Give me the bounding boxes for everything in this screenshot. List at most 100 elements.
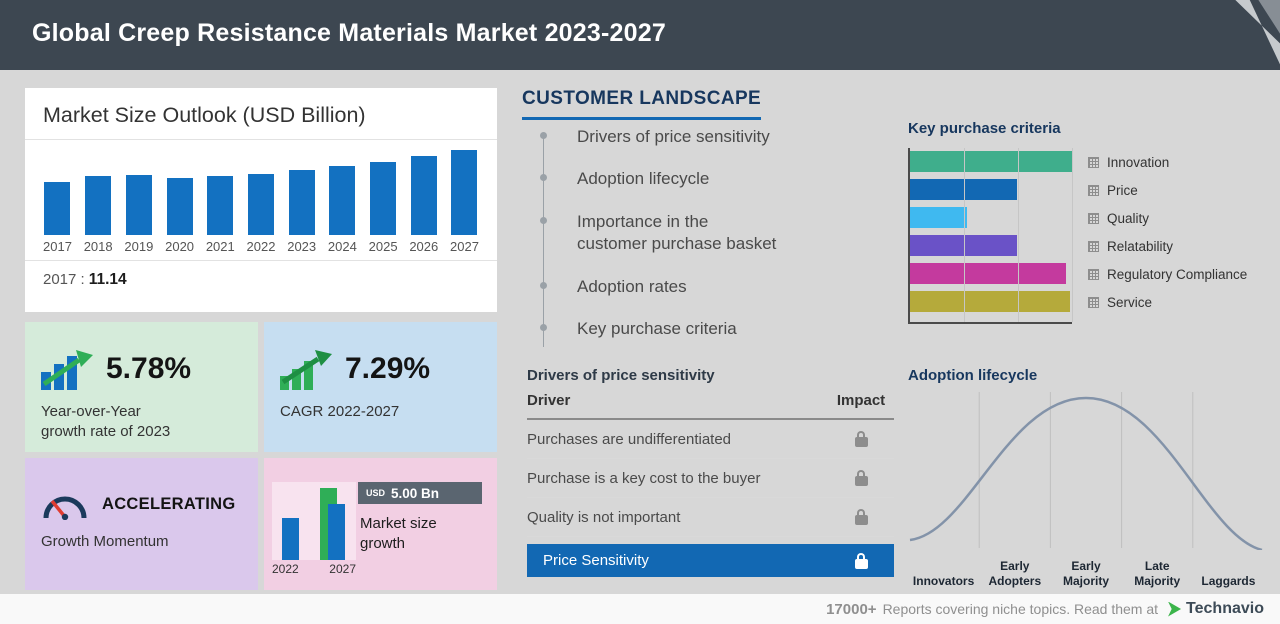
market-bar-year-label: 2017 bbox=[43, 239, 72, 254]
legend-label: Quality bbox=[1107, 210, 1150, 226]
stage-label: Early Majority bbox=[1063, 559, 1110, 588]
impact-column-header: Impact bbox=[836, 392, 886, 409]
table-header-row: Driver Impact bbox=[527, 392, 894, 420]
market-bar-year-label: 2027 bbox=[450, 239, 479, 254]
driver-label: Purchases are undifferentiated bbox=[527, 430, 732, 448]
landscape-item: Drivers of price sensitivity bbox=[540, 126, 780, 148]
landscape-item-label: Key purchase criteria bbox=[577, 319, 737, 339]
base-year-label: 2017 : bbox=[43, 271, 85, 288]
market-bar bbox=[247, 174, 274, 235]
landscape-item: Adoption rates bbox=[540, 276, 780, 298]
market-bar bbox=[44, 182, 71, 235]
grid-icon bbox=[1088, 156, 1099, 168]
gridline bbox=[963, 148, 965, 322]
footer-bar: 17000+ Reports covering niche topics. Re… bbox=[0, 594, 1280, 624]
price-sensitivity-title: Drivers of price sensitivity bbox=[527, 367, 715, 384]
market-bar-year-label: 2024 bbox=[327, 239, 357, 254]
legend-label: Innovation bbox=[1107, 154, 1170, 170]
header-bar: Global Creep Resistance Materials Market… bbox=[0, 0, 1280, 70]
base-year-number: 11.14 bbox=[88, 271, 127, 288]
market-bar bbox=[329, 166, 356, 235]
market-bar bbox=[125, 175, 152, 235]
impact-cell bbox=[828, 431, 894, 447]
legend-item: Price bbox=[1088, 176, 1268, 204]
growth-bar-2022 bbox=[282, 518, 299, 560]
driver-column-header: Driver bbox=[527, 392, 571, 409]
market-bar-year-label: 2020 bbox=[165, 239, 195, 254]
key-purchase-bar bbox=[910, 263, 1066, 284]
market-bar bbox=[370, 162, 397, 235]
stage-label: Innovators bbox=[912, 573, 975, 588]
key-purchase-title: Key purchase criteria bbox=[908, 120, 1061, 137]
customer-landscape-list: Drivers of price sensitivity Adoption lif… bbox=[540, 126, 780, 361]
market-bar bbox=[288, 170, 315, 235]
yoy-value: 5.78% bbox=[106, 352, 192, 385]
landscape-item-label: Adoption lifecycle bbox=[577, 169, 710, 189]
cagr-card: 7.29% CAGR 2022-2027 bbox=[264, 322, 497, 452]
market-bar bbox=[207, 176, 234, 235]
base-year-value: 2017 :11.14 bbox=[43, 271, 479, 289]
market-bar-column: 2021 bbox=[206, 146, 235, 254]
market-bar-column: 2017 bbox=[43, 146, 72, 254]
market-bar-year-label: 2018 bbox=[83, 239, 113, 254]
market-bar-column: 2027 bbox=[450, 146, 479, 254]
market-bar-year-label: 2025 bbox=[368, 239, 398, 254]
key-purchase-bar bbox=[910, 235, 1017, 256]
corner-ribbon-decoration bbox=[1208, 0, 1280, 70]
mini-chart-years: 2022 2027 bbox=[272, 562, 356, 576]
grid-icon bbox=[1088, 296, 1099, 308]
growth-caption: Market size growth bbox=[360, 514, 437, 555]
market-bar-year-label: 2026 bbox=[409, 239, 439, 254]
divider bbox=[25, 139, 497, 140]
lock-icon bbox=[854, 552, 868, 569]
legend-item: Quality bbox=[1088, 204, 1268, 232]
legend-item: Innovation bbox=[1088, 148, 1268, 176]
report-count: 17000+ bbox=[826, 600, 877, 618]
cagr-caption: CAGR 2022-2027 bbox=[280, 403, 400, 420]
yoy-caption-line2: growth rate of 2023 bbox=[41, 423, 171, 441]
landscape-item-label: Adoption rates bbox=[577, 276, 687, 296]
yoy-caption: Year-over-Year growth rate of 2023 bbox=[25, 390, 258, 443]
key-purchase-bar bbox=[910, 291, 1071, 312]
customer-landscape-title: CUSTOMER LANDSCAPE bbox=[522, 88, 762, 120]
usd-value-badge: USD 5.00 Bn bbox=[358, 482, 482, 504]
speedometer-icon bbox=[43, 496, 87, 520]
driver-label: Purchase is a key cost to the buyer bbox=[527, 469, 761, 487]
bullet-dot bbox=[540, 281, 547, 289]
price-sensitivity-table: Driver Impact Purchases are undifferenti… bbox=[527, 392, 894, 577]
growth-momentum-card: ACCELERATING Growth Momentum bbox=[25, 458, 258, 590]
legend-item: Regulatory Compliance bbox=[1088, 260, 1268, 288]
market-size-card: Market Size Outlook (USD Billion) 2017 20… bbox=[25, 88, 497, 312]
key-purchase-bar bbox=[910, 207, 967, 228]
growth-bar-2027-blue bbox=[328, 504, 345, 560]
trend-up-icon bbox=[280, 350, 332, 390]
stage-label: Early Adopters bbox=[988, 559, 1042, 588]
landscape-item: Adoption lifecycle bbox=[540, 168, 780, 190]
market-bar-column: 2023 bbox=[287, 146, 316, 254]
yoy-caption-line1: Year-over-Year bbox=[41, 403, 141, 420]
usd-amount: 5.00 Bn bbox=[391, 485, 440, 501]
bell-curve bbox=[909, 392, 1263, 552]
driver-label: Quality is not important bbox=[527, 508, 681, 526]
year-start-label: 2022 bbox=[272, 562, 299, 576]
key-purchase-bar bbox=[910, 151, 1072, 172]
technavio-wordmark: Technavio bbox=[1186, 600, 1264, 617]
market-size-bars: 2017 2018 2019 2020 2021 2022 2023 2024 2025 2026… bbox=[43, 146, 479, 254]
grid-icon bbox=[1088, 212, 1099, 224]
landscape-item: Key purchase criteria bbox=[540, 318, 780, 340]
year-end-label: 2027 bbox=[329, 562, 356, 576]
adoption-lifecycle-title: Adoption lifecycle bbox=[908, 367, 1038, 384]
usd-unit: USD bbox=[366, 488, 386, 498]
bullet-dot bbox=[540, 132, 547, 139]
impact-cell bbox=[828, 509, 894, 525]
market-size-title: Market Size Outlook (USD Billion) bbox=[43, 103, 366, 127]
driver-row: Purchase is a key cost to the buyer bbox=[527, 459, 894, 498]
lock-icon bbox=[854, 431, 868, 447]
legend-label: Regulatory Compliance bbox=[1107, 266, 1248, 282]
market-bar-year-label: 2021 bbox=[205, 239, 235, 254]
driver-rows: Purchases are undifferentiated Purchase i… bbox=[527, 420, 894, 537]
legend-label: Service bbox=[1107, 294, 1153, 310]
technavio-logo: Technavio bbox=[1168, 600, 1264, 618]
legend-item: Relatability bbox=[1088, 232, 1268, 260]
